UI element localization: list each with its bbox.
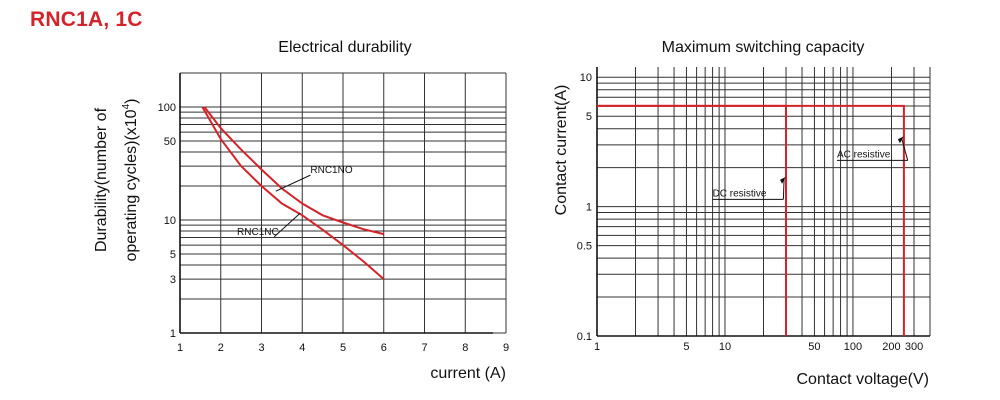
y-axis-title-line-1: Durability(number of: [93, 107, 110, 252]
x-tick-label: 5: [683, 341, 689, 353]
chart-title: Maximum switching capacity: [662, 39, 865, 56]
x-tick-label: 50: [808, 341, 820, 353]
annotation-ac-resistive: AC resistive: [837, 149, 891, 160]
annotation-rnc1nc: RNC1NC: [237, 227, 279, 238]
annotation-arrowhead: [897, 136, 904, 144]
annotation-rnc1no: RNC1NO: [310, 165, 352, 176]
x-tick-label: 8: [462, 342, 468, 354]
annotation-dc-resistive: DC resistive: [713, 188, 767, 199]
x-tick-label: 10: [719, 341, 731, 353]
y-tick-label: 3: [170, 274, 176, 286]
x-axis-title: Contact voltage(V): [796, 371, 929, 388]
page-heading: RNC1A, 1C: [30, 8, 143, 31]
curve-rnc1no: [203, 106, 385, 236]
x-tick-label: 1: [177, 342, 183, 354]
maximum-switching-capacity-chart: 1 5 10 50 100 200 300 0.1 0.5 1 5 10 Maximum switchi…: [553, 39, 931, 388]
y-tick-label: 50: [164, 136, 176, 148]
x-tick-label: 100: [844, 341, 862, 353]
y-tick-label: 1: [170, 328, 176, 340]
curve-rnc1nc: [201, 106, 385, 280]
x-tick-label: 300: [905, 341, 923, 353]
annotation-leader: [782, 179, 785, 200]
y-tick-label: 0.5: [577, 241, 592, 253]
y-tick-label: 10: [580, 72, 592, 84]
x-tick-label: 9: [503, 342, 509, 354]
x-tick-label: 4: [299, 342, 305, 354]
x-tick-label: 5: [340, 342, 346, 354]
boundary-dc-resistive: [597, 104, 787, 336]
y-tick-label: 5: [170, 249, 176, 261]
y-axis-title: Contact current(A): [553, 85, 570, 216]
y-tick-label: 1: [586, 202, 592, 214]
x-tick-label: 7: [421, 342, 427, 354]
chart-title: Electrical durability: [278, 39, 411, 56]
x-tick-label: 200: [882, 341, 900, 353]
y-tick-label: 10: [164, 215, 176, 227]
electrical-durability-chart: 1 2 3 4 5 6 7 8 9 1 3 5 10 50 100 Electrical durability…: [93, 39, 509, 382]
boundary-ac-resistive: [597, 104, 905, 336]
x-axis-title: current (A): [430, 365, 506, 382]
y-tick-label: 0.1: [577, 331, 592, 343]
x-tick-label: 3: [258, 342, 264, 354]
annotation-arrowhead: [780, 176, 787, 184]
x-tick-label: 6: [381, 342, 387, 354]
x-tick-label: 1: [594, 341, 600, 353]
y-tick-label: 100: [158, 102, 176, 114]
annotation-leader: [273, 212, 301, 238]
y-tick-label: 5: [586, 111, 592, 123]
annotation-leader: [901, 139, 909, 161]
annotation-leader: [275, 174, 311, 192]
x-tick-label: 2: [218, 342, 224, 354]
y-axis-title-line-2: operating cycles)(x104): [121, 99, 140, 262]
